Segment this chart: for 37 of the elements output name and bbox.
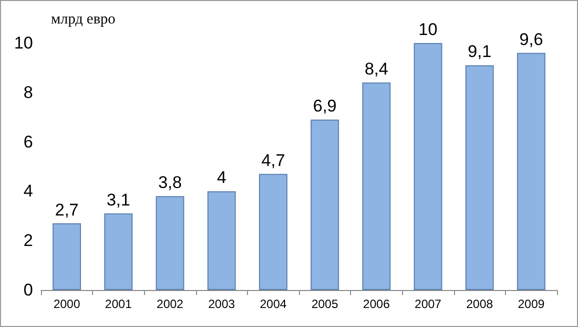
y-tick-label: 6 xyxy=(24,132,33,152)
y-tick-label: 4 xyxy=(24,182,33,201)
data-label: 6,9 xyxy=(312,96,337,116)
bar xyxy=(156,196,184,290)
data-label: 10 xyxy=(418,20,438,39)
y-tick-label: 2 xyxy=(24,231,33,250)
x-tick-label: 2000 xyxy=(53,297,80,311)
y-axis-title: млрд евро xyxy=(51,12,116,28)
data-label: 9,6 xyxy=(519,30,544,49)
y-tick-label: 8 xyxy=(24,82,33,102)
y-tick-label: 10 xyxy=(14,34,33,52)
bar xyxy=(104,213,133,290)
bar xyxy=(362,82,391,290)
bar xyxy=(465,65,494,290)
bar xyxy=(259,174,288,290)
data-label: 4 xyxy=(216,168,226,188)
x-tick-label: 2005 xyxy=(311,297,338,311)
x-tick-label: 2001 xyxy=(105,297,132,311)
data-label: 2,7 xyxy=(54,200,79,220)
x-tick-label: 2002 xyxy=(156,297,184,311)
y-tick-label: 0 xyxy=(24,280,33,300)
x-tick-label: 2008 xyxy=(466,297,494,311)
x-tick-label: 2003 xyxy=(208,297,236,311)
bar xyxy=(52,223,81,290)
x-tick-label: 2009 xyxy=(518,297,545,311)
data-label: 8,4 xyxy=(364,60,388,79)
x-tick-label: 2007 xyxy=(414,297,442,311)
x-tick-label: 2006 xyxy=(363,297,390,311)
data-label: 9,1 xyxy=(468,42,492,62)
bar xyxy=(517,52,546,290)
bar xyxy=(310,120,339,290)
data-label: 3,8 xyxy=(158,173,182,192)
x-tick-label: 2004 xyxy=(260,297,287,311)
bar xyxy=(207,191,236,290)
bar xyxy=(414,43,442,290)
data-label: 3,1 xyxy=(106,190,130,210)
data-label: 4,7 xyxy=(261,150,286,170)
